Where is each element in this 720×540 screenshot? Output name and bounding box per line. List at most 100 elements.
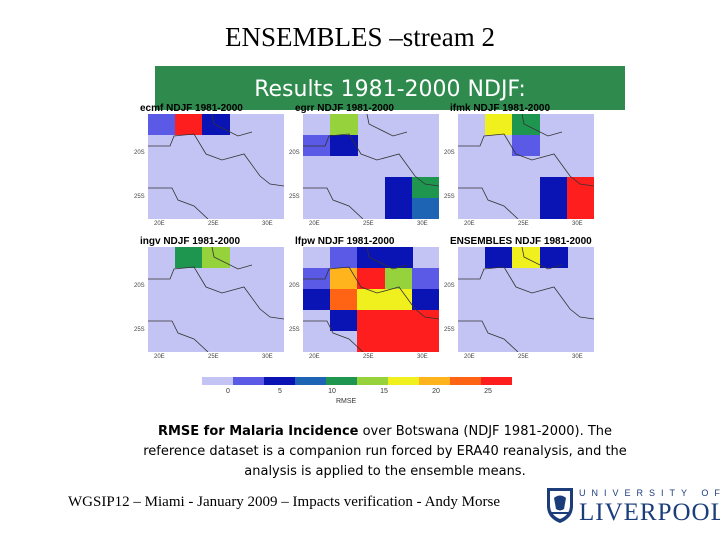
heatmap-cell — [330, 268, 359, 289]
map-panel: ENSEMBLES NDJF 1981-2000 20S 25S 20E 25E 30E — [444, 236, 600, 364]
heatmap-cell — [485, 114, 514, 135]
x-tick-label: 30E — [417, 221, 428, 227]
heatmap-cell — [357, 310, 386, 331]
colorbar-tick: 5 — [278, 388, 282, 395]
colorbar-swatch — [450, 377, 481, 385]
colorbar-swatch — [233, 377, 264, 385]
x-tick-label: 20E — [309, 354, 320, 360]
panel-title: lfpw NDJF 1981-2000 — [295, 236, 395, 247]
map-panel: egrr NDJF 1981-2000 20S 25S 20E 25E 30E — [289, 103, 445, 231]
footer-text: WGSIP12 – Miami - January 2009 – Impacts… — [68, 494, 501, 510]
panel-title: egrr NDJF 1981-2000 — [295, 103, 394, 114]
colorbar-swatch — [357, 377, 388, 385]
colorbar-swatch — [388, 377, 419, 385]
heatmap-cell — [175, 247, 204, 268]
heatmap-cell — [566, 177, 594, 198]
x-tick-label: 20E — [464, 221, 475, 227]
heatmap-cell — [148, 114, 176, 135]
heatmap-cell — [357, 268, 386, 289]
heatmap-cell — [411, 289, 439, 310]
y-tick-label: 20S — [289, 283, 300, 289]
y-tick-label: 20S — [444, 150, 455, 156]
panel-title: ecmf NDJF 1981-2000 — [140, 103, 243, 114]
heatmap-cell — [384, 198, 413, 219]
heatmap-cell — [411, 331, 439, 352]
heatmap-cell — [330, 114, 359, 135]
heatmap-cell — [512, 135, 541, 156]
heatmap-cell — [357, 247, 386, 268]
map-panel: ecmf NDJF 1981-2000 20S 25S 20E 25E 30E — [134, 103, 290, 231]
x-tick-label: 25E — [208, 354, 219, 360]
heatmap-cell — [384, 177, 413, 198]
heatmap-cell — [202, 114, 231, 135]
heatmap-cell — [384, 247, 413, 268]
heatmap-cell — [411, 177, 439, 198]
colorbar-tick: 0 — [226, 388, 230, 395]
heatmap-plot — [303, 247, 439, 352]
y-tick-label: 20S — [444, 283, 455, 289]
colorbar-swatch — [419, 377, 450, 385]
heatmap-cell — [411, 268, 439, 289]
x-tick-label: 20E — [154, 354, 165, 360]
heatmap-cell — [539, 198, 568, 219]
country-border — [148, 114, 284, 219]
logo-liverpool: LIVERPOOL — [579, 499, 720, 526]
x-tick-label: 25E — [363, 354, 374, 360]
colorbar-swatch — [264, 377, 295, 385]
map-panel: lfpw NDJF 1981-2000 20S 25S 20E 25E 30E — [289, 236, 445, 364]
country-border — [458, 114, 594, 219]
y-tick-label: 20S — [289, 150, 300, 156]
heatmap-cell — [411, 198, 439, 219]
y-tick-label: 25S — [289, 194, 300, 200]
country-border — [458, 247, 594, 352]
heatmap-cell — [512, 247, 541, 268]
colorbar-tick: 20 — [432, 388, 440, 395]
y-tick-label: 25S — [134, 327, 145, 333]
country-border — [148, 247, 284, 352]
heatmap-cell — [330, 247, 359, 268]
figure-caption: RMSE for Malaria Incidence over Botswana… — [125, 422, 645, 482]
panel-title: ifmk NDJF 1981-2000 — [450, 103, 551, 114]
map-panel: ifmk NDJF 1981-2000 20S 25S 20E 25E 30E — [444, 103, 600, 231]
y-tick-label: 25S — [289, 327, 300, 333]
heatmap-cell — [175, 114, 204, 135]
colorbar-tick: 15 — [380, 388, 388, 395]
x-tick-label: 30E — [572, 354, 583, 360]
results-banner: Results 1981-2000 NDJF: — [155, 66, 625, 110]
heatmap-cell — [384, 310, 413, 331]
heatmap-cell — [539, 177, 568, 198]
panel-title: ingv NDJF 1981-2000 — [140, 236, 241, 247]
x-tick-label: 20E — [464, 354, 475, 360]
country-border — [303, 247, 439, 352]
heatmap-cell — [330, 289, 359, 310]
colorbar-tick: 10 — [328, 388, 336, 395]
x-tick-label: 30E — [262, 354, 273, 360]
caption-text: over Botswana (NDJF 1981-2000). The refe… — [143, 424, 627, 479]
x-tick-label: 20E — [154, 221, 165, 227]
y-tick-label: 20S — [134, 283, 145, 289]
map-panel: ingv NDJF 1981-2000 20S 25S 20E 25E 30E — [134, 236, 290, 364]
x-tick-label: 30E — [417, 354, 428, 360]
panel-title: ENSEMBLES NDJF 1981-2000 — [450, 236, 592, 247]
y-tick-label: 20S — [134, 150, 145, 156]
y-tick-label: 25S — [444, 194, 455, 200]
colorbar-swatch — [295, 377, 326, 385]
x-tick-label: 30E — [572, 221, 583, 227]
heatmap-plot — [148, 247, 284, 352]
y-tick-label: 25S — [444, 327, 455, 333]
x-tick-label: 25E — [518, 221, 529, 227]
heatmap-plot — [303, 114, 439, 219]
heatmap-cell — [330, 135, 359, 156]
heatmap-cell — [384, 289, 413, 310]
heatmap-cell — [485, 247, 514, 268]
x-tick-label: 25E — [208, 221, 219, 227]
logo-university-of: UNIVERSITY OF — [579, 488, 720, 498]
heatmap-cell — [539, 247, 568, 268]
x-tick-label: 30E — [262, 221, 273, 227]
crest-icon — [547, 488, 573, 523]
heatmap-cell — [566, 198, 594, 219]
caption-bold: RMSE for Malaria Incidence — [157, 424, 359, 439]
heatmap-plot — [148, 114, 284, 219]
heatmap-plot — [458, 114, 594, 219]
colorbar-swatch — [202, 377, 233, 385]
